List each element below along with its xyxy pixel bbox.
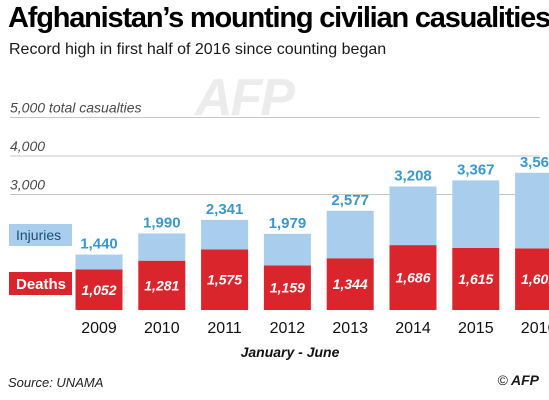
total-value-label: 1,990 (143, 214, 181, 231)
chart-title: Afghanistan’s mounting civilian casualit… (8, 2, 549, 34)
deaths-value-label: 1,686 (395, 270, 430, 286)
injuries-bar (201, 219, 249, 250)
injuries-bar (138, 233, 186, 261)
x-tick-label: 2011 (207, 320, 242, 337)
deaths-value-label: 1,281 (144, 277, 179, 293)
total-value-label: 1,979 (269, 215, 307, 232)
injuries-bar (452, 180, 500, 248)
injuries-bar (326, 210, 374, 259)
deaths-bar (452, 247, 500, 310)
chart-subtitle: Record high in first half of 2016 since … (9, 41, 387, 58)
deaths-value-label: 1,344 (333, 276, 368, 292)
deaths-value-label: 1,159 (270, 280, 305, 296)
y-tick-label: 3,000 (10, 177, 45, 193)
total-value-label: 3,208 (394, 168, 432, 185)
deaths-bar (138, 260, 186, 310)
deaths-bar (515, 248, 549, 310)
afp-credit: © AFP (498, 372, 539, 388)
deaths-bar (263, 265, 311, 310)
total-value-label: 3,565 (520, 154, 549, 171)
afp-logo-text: AFP (511, 372, 539, 388)
x-tick-label: 2013 (332, 320, 368, 337)
x-tick-label: 2010 (144, 320, 180, 337)
deaths-bar (389, 245, 437, 310)
x-tick-label: 2016 (521, 320, 549, 337)
deaths-value-label: 1,575 (207, 272, 242, 288)
total-value-label: 1,440 (80, 236, 118, 253)
x-axis-title: January - June (241, 344, 340, 360)
deaths-value-label: 1,052 (81, 282, 116, 298)
injuries-legend-swatch (9, 224, 72, 246)
deaths-bar (201, 249, 249, 310)
deaths-bar (75, 269, 123, 310)
x-tick-label: 2015 (458, 320, 494, 337)
x-tick-label: 2014 (395, 320, 431, 337)
x-tick-label: 2012 (270, 320, 306, 337)
injuries-bar (75, 254, 123, 270)
source-note: Source: UNAMA (8, 375, 104, 390)
deaths-value-label: 1,615 (458, 271, 493, 287)
injuries-bar (389, 186, 437, 246)
injuries-legend-label: Injuries (16, 227, 61, 243)
deaths-legend-label: Deaths (16, 276, 66, 293)
x-tick-label: 2009 (81, 320, 117, 337)
injuries-bar (263, 233, 311, 266)
deaths-bar (326, 258, 374, 310)
total-value-label: 2,341 (206, 201, 244, 218)
y-tick-label: 5,000 total casualties (10, 100, 142, 116)
total-value-label: 2,577 (331, 192, 369, 209)
y-tick-label: 4,000 (10, 138, 45, 154)
copyright-symbol: © (497, 372, 508, 388)
deaths-value-label: 1,601 (521, 271, 549, 287)
deaths-legend-swatch (9, 272, 72, 295)
total-value-label: 3,367 (457, 161, 495, 178)
injuries-bar (515, 172, 549, 249)
